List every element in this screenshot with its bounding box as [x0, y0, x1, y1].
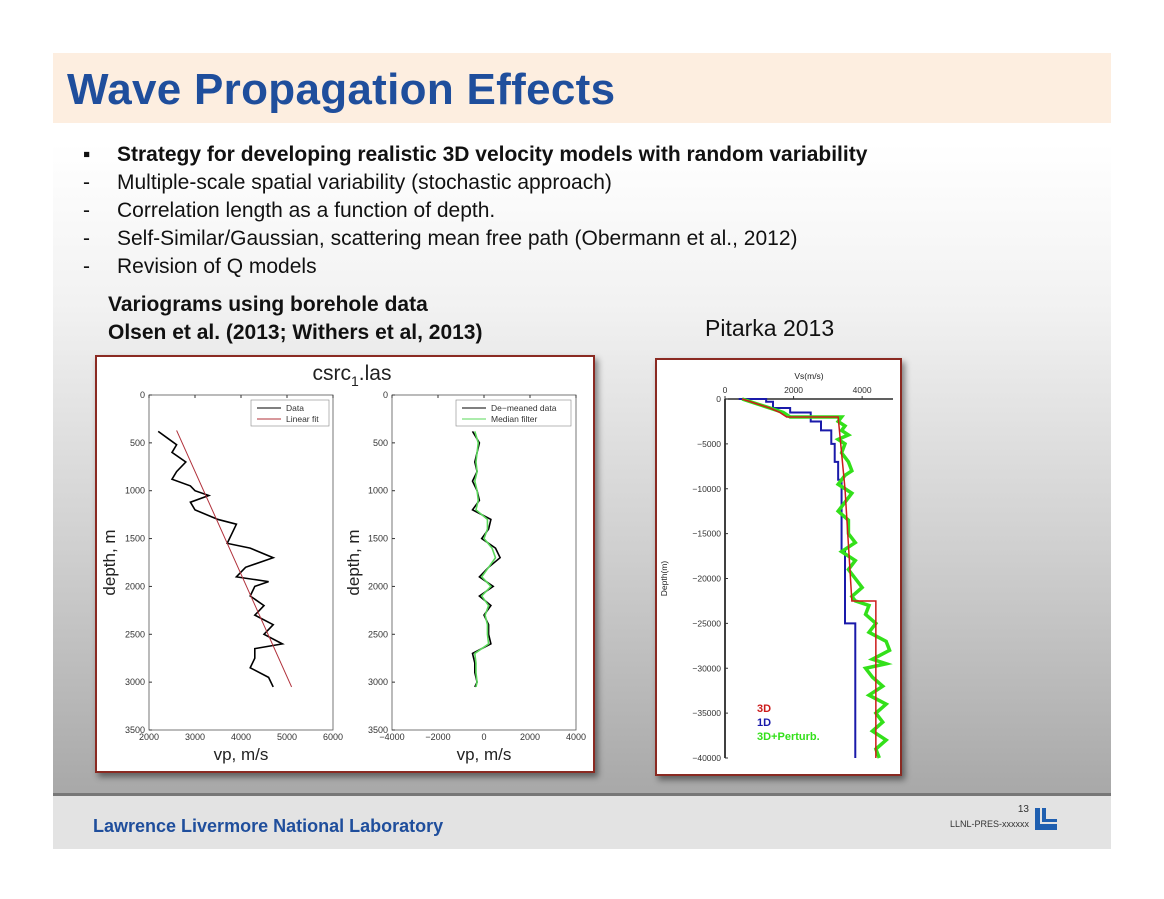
slide-title: Wave Propagation Effects: [67, 65, 616, 114]
x-tick-label: 2000: [139, 732, 159, 742]
y-tick-label: 0: [716, 394, 721, 404]
llnl-logo-icon: [1035, 808, 1057, 830]
y-tick-label: 1000: [125, 486, 145, 496]
slide: Wave Propagation Effects ▪ Strategy for d…: [53, 53, 1111, 849]
y-tick-label: 2000: [125, 581, 145, 591]
y-tick-label: −10000: [692, 484, 721, 494]
x-tick-label: 4000: [231, 732, 251, 742]
y-tick-label: 500: [130, 438, 145, 448]
left-caption: Variograms using borehole data Olsen et …: [108, 291, 482, 347]
y-tick-label: −30000: [692, 663, 721, 673]
legend-box: [250, 399, 330, 427]
y-tick-label: 0: [383, 390, 388, 400]
y-tick-label: 3500: [125, 725, 145, 735]
series-line-median-filter: [473, 431, 497, 688]
legend-label: Linear fit: [286, 414, 319, 424]
y-tick-label: −5000: [697, 439, 721, 449]
slide-header: Wave Propagation Effects: [53, 53, 1111, 123]
velocity-profile-chart: 0 2000 4000 0 −5000 −10000 −15000 −20000 −25000 −…: [659, 371, 893, 763]
x-axis-label: vp, m/s: [457, 745, 512, 764]
x-tick-label: 4000: [853, 385, 872, 395]
bullet-text: Strategy for developing realistic 3D vel…: [117, 143, 868, 166]
legend-label: Data: [286, 403, 304, 413]
presentation-code: LLNL-PRES-xxxxxx: [949, 819, 1029, 829]
legend-label: 1D: [757, 717, 771, 729]
velocity-profile-figure: 0 2000 4000 0 −5000 −10000 −15000 −20000 −25000 −…: [655, 358, 902, 776]
legend-label: 3D: [757, 703, 771, 715]
x-tick-label: 3000: [185, 732, 205, 742]
bullet-marker: -: [83, 255, 90, 278]
x-tick-label: 4000: [566, 732, 586, 742]
legend-box: [455, 399, 572, 427]
x-tick-label: 0: [481, 732, 486, 742]
y-tick-label: 500: [373, 438, 388, 448]
series-line-3d-perturb-: [741, 397, 893, 759]
bullet-list: ▪ Strategy for developing realistic 3D ve…: [83, 141, 867, 281]
bullet-text: Revision of Q models: [117, 255, 317, 278]
y-tick-label: 3000: [125, 677, 145, 687]
x-tick-label: 2000: [520, 732, 540, 742]
y-tick-label: 2500: [368, 629, 388, 639]
y-tick-label: 2500: [125, 629, 145, 639]
legend-label: Median filter: [491, 414, 537, 424]
bullet-text: Correlation length as a function of dept…: [117, 199, 496, 222]
y-tick-label: −25000: [692, 618, 721, 628]
y-tick-label: 3500: [368, 725, 388, 735]
y-tick-label: −40000: [692, 753, 721, 763]
lab-name: Lawrence Livermore National Laboratory: [93, 816, 444, 836]
bullet-marker: -: [83, 199, 90, 222]
x-tick-label: 5000: [277, 732, 297, 742]
y-tick-label: 0: [140, 390, 145, 400]
right-caption: Pitarka 2013: [705, 315, 835, 341]
footer: Lawrence Livermore National Laboratory 1…: [53, 793, 1111, 849]
bullet-text: Multiple-scale spatial variability (stoc…: [117, 171, 612, 194]
series-line-3d: [741, 398, 877, 758]
page-number: 13: [1017, 804, 1029, 815]
series-line-linear-fit: [176, 430, 293, 688]
y-tick-label: −35000: [692, 708, 721, 718]
y-tick-label: −15000: [692, 529, 721, 539]
x-tick-label: 2000: [784, 385, 803, 395]
bullet-marker: ▪: [83, 143, 91, 166]
x-tick-label: −2000: [425, 732, 450, 742]
x-axis-label: Vs(m/s): [794, 371, 823, 381]
plot-frame: [391, 394, 577, 731]
caption-line: Olsen et al. (2013; Withers et al, 2013): [108, 321, 483, 344]
bullet-marker: -: [83, 171, 90, 194]
y-tick-label: −20000: [692, 574, 721, 584]
x-tick-label: −4000: [379, 732, 404, 742]
x-axis-label: vp, m/s: [214, 745, 269, 764]
bullet-marker: -: [83, 227, 90, 250]
bullet-item: - Correlation length as a function of dep…: [83, 197, 867, 225]
y-tick-label: 2000: [368, 581, 388, 591]
bullet-item: ▪ Strategy for developing realistic 3D ve…: [83, 141, 867, 169]
chart-title: csrc1.las: [313, 362, 392, 389]
bullet-item: - Self-Similar/Gaussian, scattering mean …: [83, 225, 867, 253]
y-axis-label: Depth(m): [659, 561, 669, 597]
bullet-text: Self-Similar/Gaussian, scattering mean f…: [117, 227, 798, 250]
y-tick-label: 3000: [368, 677, 388, 687]
y-axis-label: depth, m: [100, 529, 119, 595]
x-tick-label: 0: [723, 385, 728, 395]
bullet-item: - Revision of Q models: [83, 253, 867, 281]
y-tick-label: 1000: [368, 486, 388, 496]
legend-label: De−meaned data: [491, 403, 557, 413]
bullet-item: - Multiple-scale spatial variability (sto…: [83, 169, 867, 197]
series-line-data: [157, 430, 285, 688]
y-axis-label: depth, m: [344, 529, 363, 595]
caption-line: Variograms using borehole data: [108, 293, 428, 316]
variogram-figure: csrc1.las 2000 3000 4000 5000 6000 0 500 1000 150…: [95, 355, 595, 773]
legend-label: 3D+Perturb.: [757, 731, 820, 743]
y-tick-label: 1500: [368, 534, 388, 544]
y-tick-label: 1500: [125, 534, 145, 544]
x-tick-label: 6000: [323, 732, 343, 742]
